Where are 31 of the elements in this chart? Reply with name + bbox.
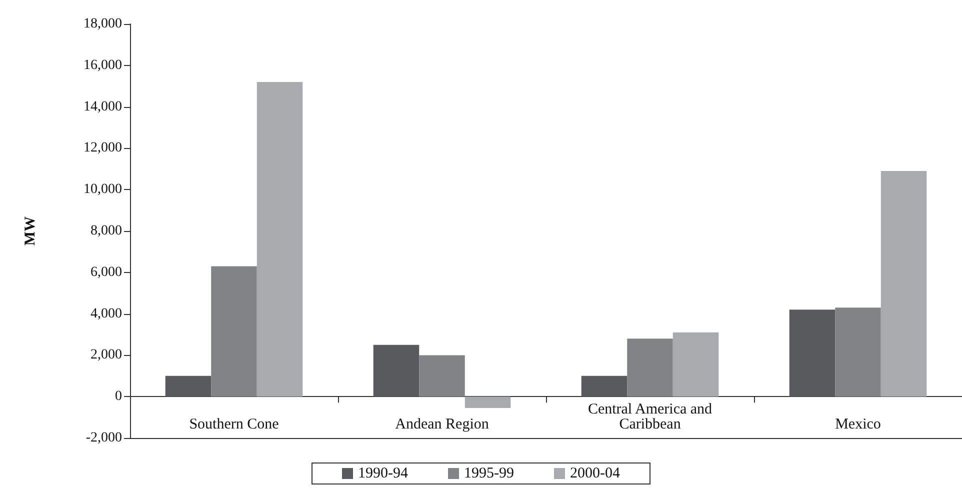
y-tick-label: 12,000 (84, 140, 122, 156)
bar (211, 266, 257, 397)
y-tick-label: 14,000 (84, 99, 122, 114)
y-tick-label: 8,000 (90, 224, 122, 238)
x-tick-label: Central America and Caribbean (588, 402, 713, 432)
legend-label: 2000-04 (570, 466, 620, 482)
y-tick-label: 2,000 (90, 348, 122, 363)
y-tick-label: 4,000 (90, 306, 122, 322)
bar (373, 344, 420, 397)
bar (672, 332, 719, 397)
bar (256, 82, 303, 397)
y-tick-label: 18,000 (84, 16, 122, 32)
bar (581, 376, 628, 397)
legend-label: 1995-99 (464, 466, 514, 482)
x-tick-label: Mexico (835, 416, 881, 432)
bar (165, 376, 212, 397)
y-tick-label: 10,000 (84, 182, 122, 198)
y-tick-label: -2,000 (86, 430, 122, 446)
x-tick-label: Andean Region (395, 416, 490, 432)
y-tick-label: 6,000 (90, 264, 122, 280)
bar (789, 310, 836, 397)
bar (464, 396, 511, 408)
legend-label: 1990-94 (358, 466, 408, 482)
y-axis-title: MW (22, 216, 38, 246)
x-tick-label: Southern Cone (189, 416, 280, 432)
bar (419, 355, 465, 397)
bar (880, 170, 927, 397)
y-tick-label: 0 (115, 389, 122, 404)
bar (627, 338, 673, 397)
bar (835, 308, 881, 397)
y-tick-label: 16,000 (84, 58, 122, 73)
